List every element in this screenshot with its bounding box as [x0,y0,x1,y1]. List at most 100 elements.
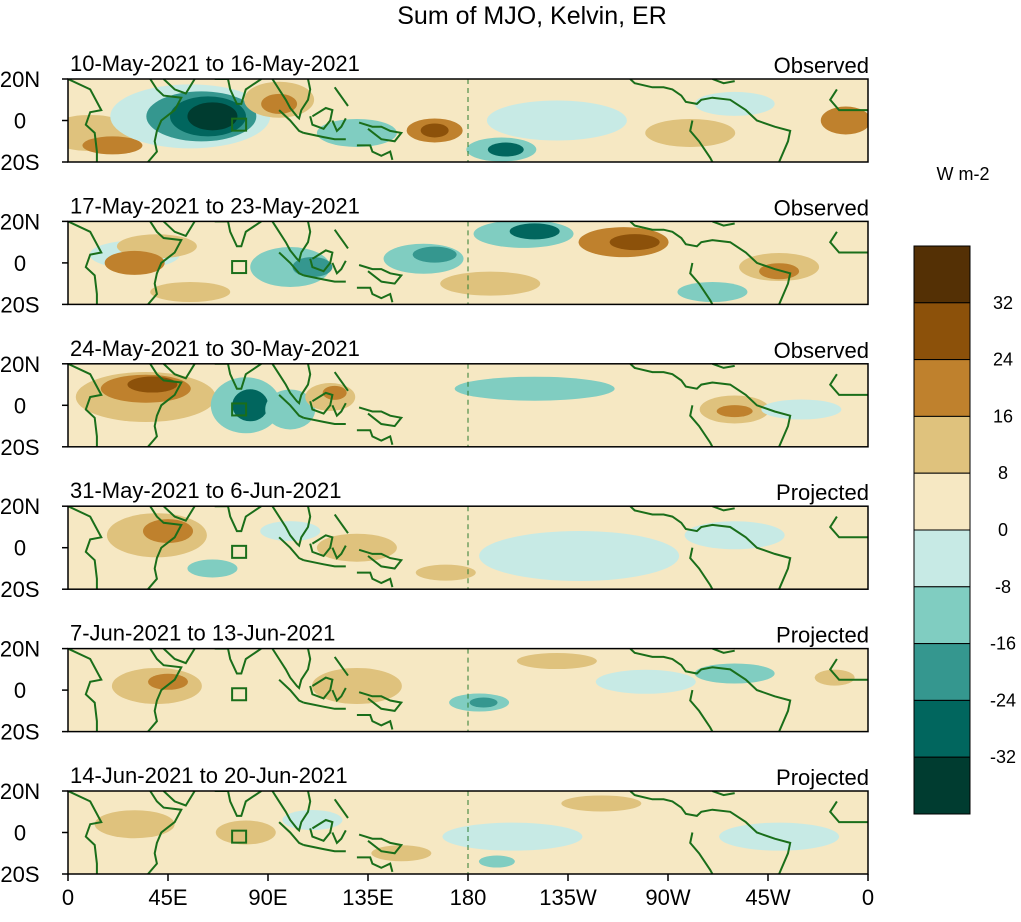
coastline [214,221,262,248]
colorbar-label: 0 [998,520,1008,540]
coastline [712,506,735,512]
coastline [309,534,334,558]
anomaly-contour [761,399,842,420]
anomaly-contour [420,123,449,138]
colorbar-label: 32 [993,293,1013,313]
anomaly-contour [82,136,143,155]
coastline [712,363,735,369]
anomaly-contour [516,653,597,670]
panel-date-range: 14-Jun-2021 to 20-Jun-2021 [70,763,348,788]
lon-label: 90W [645,885,690,910]
coastline [331,687,347,703]
coastline [68,648,103,732]
coastline [214,79,262,105]
lat-label: 20N [0,209,40,234]
colorbar-swatch [913,586,971,645]
anomaly-contour [454,376,615,401]
coastline [689,262,714,305]
coastline [309,391,334,415]
lat-label: 20S [0,720,39,745]
anomaly-contour [150,281,231,302]
coastline [309,106,334,130]
anomaly-contour [509,223,560,240]
coastline [828,658,868,681]
colorbar-swatch [913,415,971,474]
coastline [689,832,714,874]
anomaly-contour [261,93,298,114]
panel-date-range: 31-May-2021 to 6-Jun-2021 [70,478,342,503]
anomaly-contour [487,142,524,157]
coastline [147,79,183,162]
coastline [271,506,312,548]
map-panel: 20N 0 20S 10-May-2021 to 16-May-2021 Observe… [0,51,869,175]
panel-status: Observed [774,53,869,78]
maldives-box [231,117,248,132]
panel-date-range: 17-May-2021 to 23-May-2021 [70,193,360,218]
lat-label: 20N [0,779,40,804]
coastline [333,656,349,677]
coastline [828,516,868,539]
anomaly-contour [232,389,269,422]
maldives-box [231,687,248,702]
coastline [214,363,262,390]
map-panel: 20N 0 20S 24-May-2021 to 30-May-2021 Observe… [0,336,869,460]
anomaly-contour [127,376,178,393]
maldives-box [231,260,248,275]
panel-date-range: 10-May-2021 to 16-May-2021 [70,51,360,76]
coastline [278,678,305,704]
coastline [68,79,103,162]
lon-label: 180 [450,885,487,910]
panel-status: Projected [776,765,869,790]
lon-label: 0 [62,885,74,910]
coastline [629,363,792,447]
coastline [271,363,312,406]
coastline [162,648,196,665]
coastline [356,571,394,588]
lat-label: 20N [0,494,40,519]
coastline [271,648,312,690]
anomaly-contour [814,669,855,686]
maldives-box [231,544,248,559]
anomaly-contour [684,521,785,550]
anomaly-contour [469,697,498,708]
coastline [331,117,347,133]
coastline [68,506,103,590]
map-panel: 20N 0 20S 17-May-2021 to 23-May-2021 Observe… [0,193,869,317]
colorbar-units: W m-2 [937,164,990,184]
coastline [333,371,349,392]
anomaly-contour [595,669,696,694]
coastline [333,86,349,107]
anomaly-contour [486,100,627,141]
coastline [303,416,346,425]
lat-label: 20S [0,150,39,175]
lon-label: 0 [862,885,874,910]
coastline [271,79,312,121]
coastline [629,648,792,732]
coastline [356,714,394,730]
lat-label: 0 [14,536,26,561]
coastline [828,373,868,396]
coastline [712,221,735,227]
lon-label: 45W [745,885,790,910]
coastline [333,229,349,249]
anomaly-contour [820,106,868,135]
colorbar-label: -16 [990,634,1016,654]
coastline [629,506,792,590]
colorbar-label: -8 [995,577,1011,597]
coastline [331,402,347,418]
coastline [828,88,868,112]
anomaly-contour [645,118,736,147]
coastline [333,798,349,819]
anomaly-contour [719,822,840,851]
colorbar-swatch [913,359,971,417]
anomaly-contour [479,531,680,581]
coastline [358,264,404,285]
coastline [629,221,792,305]
coastline [278,251,305,277]
panel-status: Projected [776,623,869,648]
coastline [214,648,262,675]
colorbar-swatch [913,472,971,531]
colorbar-label: 24 [993,350,1013,370]
colorbar-label: 8 [998,463,1008,483]
coastline [689,120,714,162]
